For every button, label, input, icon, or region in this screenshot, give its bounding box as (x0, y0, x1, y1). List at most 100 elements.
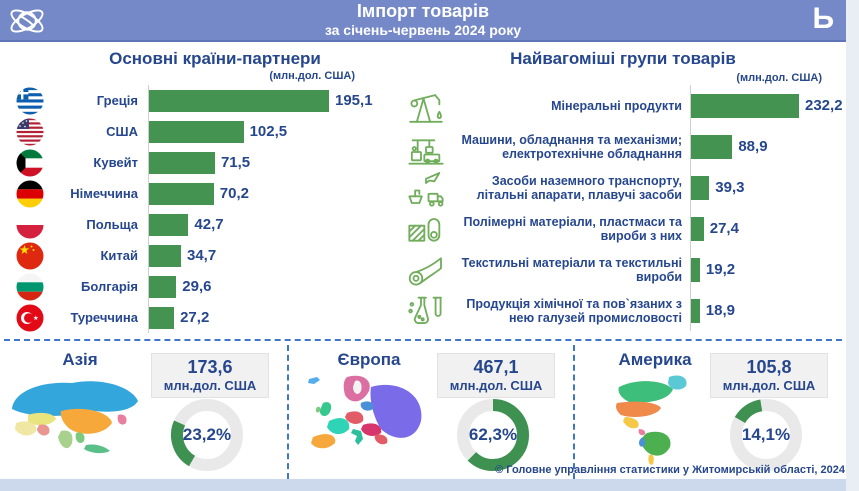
country-label: Туреччина (70, 310, 138, 325)
country-row: Болгарія 29,6 (0, 271, 430, 302)
countries-bar-chart: Греція 195,1 США 102,5 (0, 85, 430, 333)
country-value: 34,7 (187, 247, 217, 264)
chemical-icon (408, 296, 442, 324)
country-row: Німеччина 70,2 (0, 178, 430, 209)
goods-label: Засоби наземного транспорту, літальні ап… (476, 173, 682, 202)
country-label: Польща (86, 217, 138, 232)
copyright-note: © Головне управління статистики у Житоми… (495, 464, 845, 476)
country-row: Туреччина 27,2 (0, 302, 430, 333)
region-america: Америка 105,8 млн.дол. США 14,1% (573, 345, 846, 479)
bottom-margin-strip (0, 479, 846, 491)
goods-row: Мінеральні продукти 232,2 (400, 85, 846, 126)
europe-map (308, 375, 422, 449)
country-bar (149, 213, 189, 236)
country-row: Греція 195,1 (0, 85, 430, 116)
region-asia: Азія 173,6 млн.дол. США 23,2% (0, 345, 287, 479)
country-bar (149, 120, 244, 143)
country-value: 71,5 (220, 154, 251, 171)
countries-unit-label: (млн.дол. США) (269, 70, 355, 82)
country-row: Китай 34,7 (0, 240, 430, 271)
country-value: 27,2 (180, 309, 210, 326)
goods-panel-title: Найвагоміші групи товарів (510, 49, 736, 68)
goods-bar (691, 93, 799, 118)
region-donut-chart: 14,1% (724, 393, 808, 477)
country-value: 70,2 (219, 185, 249, 202)
country-bar (149, 89, 329, 112)
country-label: Китай (100, 248, 138, 263)
oil-pump-icon (409, 93, 443, 123)
goods-value: 232,2 (805, 97, 843, 114)
region-value: 173,6 (187, 357, 233, 377)
usa-flag-icon (16, 118, 44, 145)
goods-value: 39,3 (715, 179, 745, 196)
textile-icon (408, 256, 442, 285)
goods-unit-label: (млн.дол. США) (736, 72, 822, 84)
globe-orbit-icon (10, 9, 44, 33)
country-row: США 102,5 (0, 116, 430, 147)
goods-bar (691, 216, 704, 241)
country-label: Греція (96, 93, 138, 108)
region-unit: млн.дол. США (449, 378, 543, 393)
goods-bar (691, 175, 710, 200)
region-value-box: 105,8 млн.дол. США (710, 353, 828, 398)
goods-value: 19,2 (705, 261, 736, 278)
goods-row: Продукція хімічної та пов`язаних з нею г… (400, 290, 846, 331)
region-percent: 14,1% (741, 425, 791, 444)
header: Імпорт товарів за січень-червень 2024 ро… (0, 0, 846, 42)
region-donut-chart: 62,3% (451, 393, 535, 477)
region-value: 105,8 (746, 357, 792, 377)
germany-flag-icon (16, 180, 44, 207)
country-bar (149, 182, 214, 205)
region-value-box: 467,1 млн.дол. США (437, 353, 555, 398)
machinery-icon (408, 138, 444, 165)
goods-value: 88,9 (738, 138, 768, 155)
goods-label: Машини, обладнання та механізми; електро… (461, 132, 682, 161)
goods-bar (691, 298, 700, 323)
goods-row: Полімерні матеріали, пластмаси та вироби… (400, 208, 846, 249)
country-label: Німеччина (70, 186, 138, 201)
china-flag-icon (16, 242, 44, 269)
country-value: 42,7 (194, 216, 224, 233)
country-value: 195,1 (335, 92, 373, 109)
goods-value: 18,9 (705, 302, 735, 319)
goods-bar-chart: Мінеральні продукти 232,2 Машини, обладн… (400, 85, 846, 331)
country-value: 102,5 (249, 123, 288, 140)
region-europe: Європа 467,1 млн.дол. США 62,3% (287, 345, 573, 479)
goods-label: Мінеральні продукти (551, 98, 682, 113)
region-value-box: 173,6 млн.дол. США (151, 353, 269, 398)
country-label: Кувейт (93, 155, 138, 170)
country-bar (149, 306, 175, 329)
region-unit: млн.дол. США (163, 378, 257, 393)
region-percent: 23,2% (182, 425, 232, 444)
horizontal-dashed-divider (4, 339, 842, 341)
countries-panel-title: Основні країни-партнери (109, 49, 321, 68)
goods-bar (691, 257, 700, 282)
page-title: Імпорт товарів (356, 1, 490, 21)
turkey-flag-icon (16, 304, 44, 331)
country-bar (149, 275, 177, 298)
transport-icon (408, 171, 444, 207)
region-unit: млн.дол. США (722, 378, 816, 393)
right-margin-strip (846, 0, 859, 491)
goods-label: Полімерні матеріали, пластмаси та вироби… (463, 214, 682, 243)
goods-panel: Найвагоміші групи товарів (млн.дол. США)… (400, 44, 846, 340)
country-bar (149, 244, 181, 267)
goods-value: 27,4 (709, 220, 739, 237)
countries-panel: Основні країни-партнери (млн.дол. США) Г… (0, 44, 430, 340)
country-label: США (106, 124, 138, 139)
region-name: Європа (337, 350, 401, 369)
asia-map (12, 381, 138, 454)
country-label: Болгарія (80, 279, 138, 294)
greece-flag-icon (16, 87, 44, 114)
bulgaria-flag-icon (16, 273, 44, 300)
page-subtitle: за січень-червень 2024 року (324, 22, 522, 38)
kuwait-flag-icon (16, 149, 44, 176)
country-row: Кувейт 71,5 (0, 147, 430, 178)
country-bar (149, 151, 215, 174)
country-row: Польща 42,7 (0, 209, 430, 240)
region-percent: 62,3% (468, 425, 518, 444)
region-name: Азія (62, 350, 98, 369)
region-value: 467,1 (473, 357, 519, 377)
polymer-icon (408, 217, 441, 242)
goods-row: Машини, обладнання та механізми; електро… (400, 126, 846, 167)
